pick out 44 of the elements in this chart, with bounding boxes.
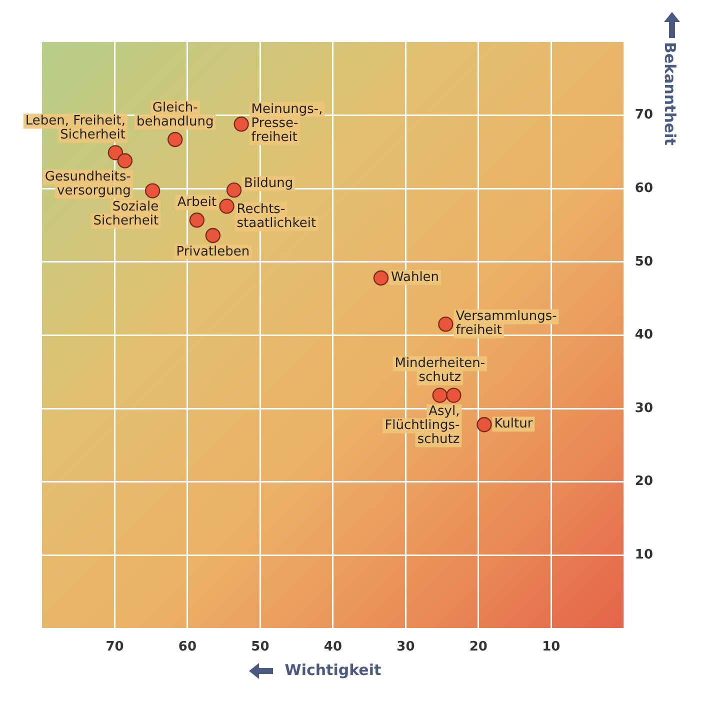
annotation: Arbeit [177,194,217,210]
annotation: Gleich- behandlung [136,100,214,130]
x-tick-label: 40 [324,640,342,655]
point [476,417,492,432]
y-tick-label: 60 [634,180,654,196]
annotation: Asyl, Flüchtlings- schutz [384,404,460,448]
point [117,153,133,168]
point [168,132,183,148]
annotation: Gesundheits- versorgung [44,170,132,199]
annotation: Leben, Freiheit, Sicherheit [25,114,126,143]
x-tick-label: 50 [251,640,270,655]
x-tick-label: 20 [469,640,488,655]
annotation: Minderheiten- schutz [394,356,486,386]
annotation: Rechts- staatlichkeit [236,202,316,232]
point [234,116,249,132]
annotation: Meinungs-, Presse- freiheit [251,102,323,145]
annotation: Versammlungs- freiheit [456,309,558,338]
point [205,228,221,244]
point [219,198,234,214]
annotation: Privatleben [176,244,250,260]
x-tick-label: 10 [542,640,560,655]
point [446,388,462,403]
y-axis-title: Bekanntheit [661,42,680,146]
point [432,388,448,403]
x-tick-label: 60 [178,640,197,655]
y-tick-label: 50 [634,254,654,270]
point [144,183,160,198]
point [438,316,454,332]
y-tick-label: 10 [634,547,654,562]
y-tick-label: 40 [634,328,654,343]
annotation: Bildung [244,176,294,191]
y-tick-label: 70 [634,108,654,123]
annotation: Wahlen [390,270,440,285]
annotation: Kultur [494,416,534,432]
x-axis-title: Wichtigkeit [284,660,382,679]
point [108,145,124,160]
y-tick-label: 30 [634,400,654,416]
y-tick-label: 20 [634,474,654,490]
x-tick-label: 70 [106,640,124,655]
point [189,212,205,228]
x-tick-label: 30 [396,640,415,655]
point [226,182,242,198]
annotation: Soziale Sicherheit [93,200,159,229]
point [373,270,389,286]
